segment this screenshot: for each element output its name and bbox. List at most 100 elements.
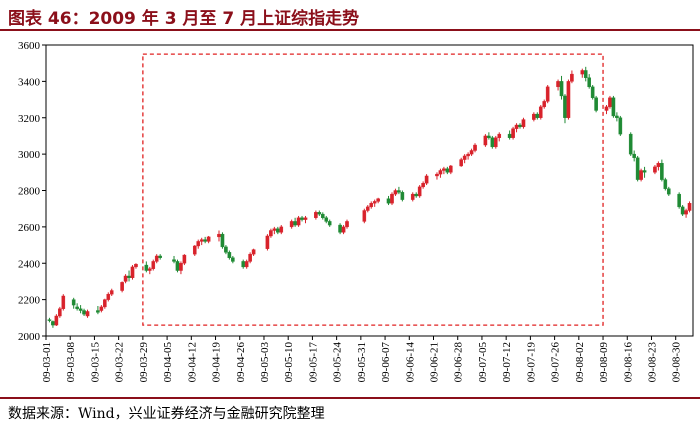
axes-layer bbox=[42, 44, 694, 340]
candle-up bbox=[251, 249, 256, 255]
candle-down bbox=[487, 135, 491, 138]
candle-up bbox=[134, 263, 138, 268]
x-tick-label: 09-07-26 bbox=[550, 342, 562, 383]
candlestick-chart: 2000 2200 2400 2600 2800 3000 3200 3400 3600 09-0… bbox=[18, 40, 694, 382]
candle-up bbox=[372, 201, 377, 204]
candle-up bbox=[462, 155, 467, 160]
candle-down bbox=[518, 124, 522, 128]
candle-up bbox=[244, 261, 249, 268]
x-tick-label: 09-08-09 bbox=[598, 342, 610, 383]
x-tick-label: 09-08-30 bbox=[671, 342, 683, 383]
candle-down bbox=[71, 299, 76, 306]
title-bar: 图表 46：2009 年 3 月至 7 月上证综指走势 bbox=[0, 0, 700, 31]
y-tick-label: 3000 bbox=[18, 149, 41, 161]
candle-down bbox=[127, 275, 131, 278]
x-tick-label: 09-05-10 bbox=[283, 342, 295, 383]
candle-up bbox=[684, 210, 688, 215]
y-tick-label: 2400 bbox=[18, 258, 41, 270]
candle-up bbox=[390, 193, 394, 204]
candle-down bbox=[231, 257, 235, 262]
candle-up bbox=[61, 295, 66, 309]
candle-up bbox=[653, 166, 657, 173]
candle-up bbox=[687, 203, 692, 211]
candle-down bbox=[82, 310, 86, 315]
candle-down bbox=[227, 252, 232, 258]
candle-down bbox=[327, 221, 332, 226]
candle-down bbox=[51, 321, 55, 326]
candle-up bbox=[369, 203, 374, 208]
candle-up bbox=[566, 81, 571, 118]
footer-rule bbox=[0, 397, 700, 399]
candle-up bbox=[123, 275, 128, 282]
candle-up bbox=[99, 306, 104, 311]
highlight-layer bbox=[142, 53, 604, 326]
candle-down bbox=[618, 117, 623, 135]
candle-up bbox=[279, 226, 284, 233]
candle-down bbox=[320, 213, 325, 218]
x-tick-label: 09-05-31 bbox=[356, 342, 368, 382]
highlight-box bbox=[142, 53, 604, 326]
candle-up bbox=[514, 124, 519, 129]
candle-up bbox=[442, 168, 446, 171]
candle-down bbox=[445, 168, 450, 173]
candles-layer bbox=[47, 66, 692, 328]
candle-down bbox=[628, 133, 633, 155]
candle-down bbox=[144, 264, 149, 271]
candle-up bbox=[639, 170, 643, 180]
candle-up bbox=[542, 101, 547, 108]
candle-down bbox=[680, 206, 685, 215]
candle-up bbox=[469, 150, 474, 155]
candle-down bbox=[590, 86, 595, 98]
candle-down bbox=[663, 179, 668, 189]
candle-up bbox=[459, 159, 463, 167]
candle-down bbox=[677, 193, 681, 208]
candle-up bbox=[473, 144, 477, 151]
x-tick-label: 09-06-21 bbox=[429, 342, 441, 382]
candle-down bbox=[75, 306, 79, 309]
candle-up bbox=[269, 230, 273, 237]
x-tick-label: 09-05-03 bbox=[259, 342, 271, 383]
candle-up bbox=[272, 228, 277, 231]
candle-down bbox=[666, 188, 671, 195]
candle-up bbox=[493, 137, 498, 148]
source-note: 数据来源：Wind，兴业证券经济与金融研究院整理 bbox=[8, 406, 325, 422]
candle-up bbox=[424, 175, 429, 184]
candle-up bbox=[345, 221, 349, 228]
candle-down bbox=[386, 198, 391, 204]
candle-up bbox=[196, 241, 201, 247]
candle-down bbox=[96, 310, 100, 313]
candle-down bbox=[587, 77, 592, 88]
candle-up bbox=[556, 81, 560, 88]
candle-down bbox=[635, 157, 640, 180]
candle-up bbox=[410, 193, 415, 200]
x-tick-label: 09-06-14 bbox=[404, 342, 416, 383]
tick-labels-layer: 2000 2200 2400 2600 2800 3000 3200 3400 3600 09-0… bbox=[18, 40, 683, 382]
candle-up bbox=[179, 263, 183, 271]
candle-up bbox=[449, 165, 453, 173]
candle-up bbox=[497, 133, 502, 138]
candle-up bbox=[604, 106, 609, 111]
candle-down bbox=[172, 259, 176, 262]
candle-up bbox=[417, 186, 422, 197]
candle-down bbox=[158, 255, 162, 258]
candle-down bbox=[615, 115, 619, 118]
candle-up bbox=[192, 245, 197, 255]
candle-down bbox=[414, 193, 419, 197]
candle-down bbox=[559, 81, 564, 97]
candle-down bbox=[594, 97, 598, 111]
candle-up bbox=[182, 254, 187, 264]
x-tick-label: 09-03-08 bbox=[65, 342, 77, 383]
candle-down bbox=[642, 170, 647, 173]
x-tick-label: 09-08-23 bbox=[646, 342, 658, 383]
candle-down bbox=[583, 70, 588, 78]
x-tick-label: 09-04-12 bbox=[186, 342, 198, 382]
candle-up bbox=[545, 86, 550, 102]
candle-down bbox=[293, 221, 297, 226]
candle-up bbox=[248, 253, 252, 262]
y-tick-label: 3200 bbox=[18, 113, 41, 125]
y-tick-label: 2000 bbox=[18, 331, 41, 343]
candle-up bbox=[217, 233, 221, 238]
candle-up bbox=[435, 173, 439, 177]
candle-down bbox=[400, 192, 405, 200]
candle-down bbox=[78, 308, 83, 311]
